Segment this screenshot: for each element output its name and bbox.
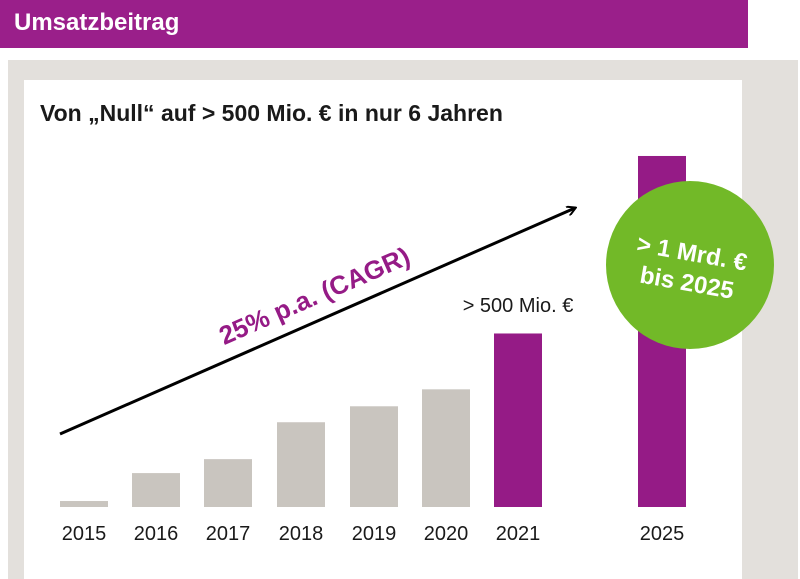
x-tick-label-2018: 2018 xyxy=(279,523,324,545)
x-tick-label-2017: 2017 xyxy=(206,523,251,545)
header-title: Umsatzbeitrag xyxy=(14,9,180,36)
bar-2021 xyxy=(494,333,542,507)
x-tick-label-2025: 2025 xyxy=(640,523,685,545)
bar-2018 xyxy=(277,422,325,507)
trend-arrow xyxy=(59,208,575,436)
bar-2016 xyxy=(132,473,180,507)
trend-label: 25% p.a. (CAGR) xyxy=(214,241,414,351)
x-tick-label-2016: 2016 xyxy=(134,523,179,545)
target-badge xyxy=(606,181,774,349)
bar-2015 xyxy=(60,501,108,507)
bar-2019 xyxy=(350,406,398,507)
chart-title: Von „Null“ auf > 500 Mio. € in nur 6 Jah… xyxy=(40,100,503,126)
header-bar: Umsatzbeitrag xyxy=(0,0,748,48)
bar-2017 xyxy=(204,459,252,507)
x-tick-label-2015: 2015 xyxy=(62,523,107,545)
x-tick-label-2020: 2020 xyxy=(424,523,469,545)
x-tick-label-2021: 2021 xyxy=(496,523,541,545)
bar-2020 xyxy=(422,389,470,507)
x-tick-label-2019: 2019 xyxy=(352,523,397,545)
bar-2021-data-label: > 500 Mio. € xyxy=(463,295,574,317)
